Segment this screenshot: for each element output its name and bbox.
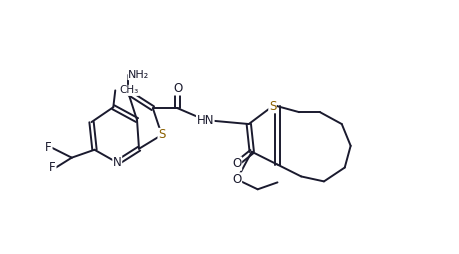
- Text: O: O: [232, 173, 241, 186]
- Text: O: O: [173, 82, 182, 95]
- Text: O: O: [232, 157, 241, 170]
- Text: CH₃: CH₃: [119, 85, 138, 96]
- Text: HN: HN: [196, 114, 213, 126]
- Text: NH₂: NH₂: [128, 70, 149, 80]
- Text: F: F: [49, 161, 56, 174]
- Text: F: F: [45, 141, 52, 154]
- Text: N: N: [112, 156, 121, 169]
- Text: S: S: [268, 100, 275, 113]
- Text: S: S: [158, 129, 165, 141]
